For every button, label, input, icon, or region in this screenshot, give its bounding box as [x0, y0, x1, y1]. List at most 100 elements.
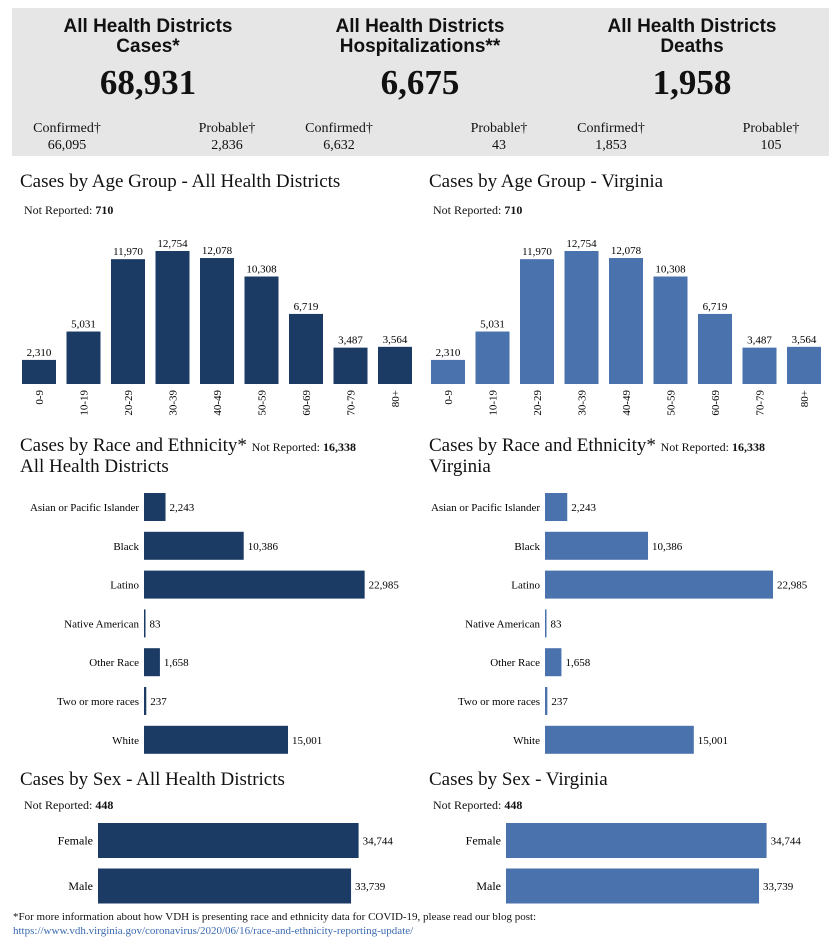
sex-bar-right-male[interactable] [506, 868, 760, 904]
race-bar-right-other-race[interactable] [545, 648, 562, 677]
race-value-label: 83 [150, 618, 162, 630]
age-tick-label: 80+ [390, 390, 402, 407]
age-bar-left-70-79[interactable] [333, 347, 368, 384]
age-value-label: 3,487 [338, 335, 363, 347]
age-bar-left-0-9[interactable] [22, 359, 56, 384]
deaths-title: All Health Districts Deaths [607, 16, 777, 57]
race-value-label: 22,985 [777, 580, 808, 592]
age-tick-label: 10-19 [79, 390, 91, 416]
age-bar-left-80+[interactable] [378, 346, 412, 384]
age-value-label: 12,078 [611, 245, 642, 257]
age-value-label: 12,078 [202, 245, 233, 257]
age-tick-label: 70-79 [755, 390, 767, 416]
race-bar-right-black[interactable] [545, 531, 649, 560]
race-value-label: 22,985 [369, 580, 400, 592]
sex-value-label: 34,744 [771, 836, 802, 848]
age-bar-right-60-69[interactable] [698, 313, 732, 384]
age-value-label: 2,310 [436, 347, 461, 359]
age-not-reported-right: Not Reported: 710 [433, 203, 523, 217]
sex-value-label: 33,739 [763, 881, 794, 893]
sex-chart-right: Female 34,744 Male 33,739 [466, 823, 802, 904]
age-title-right: Cases by Age Group - Virginia [429, 171, 664, 192]
race-bar-right-native-american[interactable] [545, 609, 547, 638]
hospitalizations-confirmed: Confirmed† 6,632 [305, 121, 373, 153]
sex-bar-left-male[interactable] [98, 868, 352, 904]
race-value-label: 1,658 [565, 657, 590, 669]
race-bar-right-two-or-more-races[interactable] [545, 687, 548, 715]
race-bar-left-white[interactable] [144, 725, 289, 754]
age-tick-label: 0-9 [443, 390, 455, 405]
sex-category-label: Female [466, 834, 501, 848]
age-bar-right-20-29[interactable] [520, 259, 554, 384]
age-bar-right-30-39[interactable] [564, 250, 599, 384]
race-category-label: Black [113, 541, 139, 553]
race-category-label: Latino [511, 580, 540, 592]
age-not-reported-left: Not Reported: 710 [24, 203, 114, 217]
age-bar-right-50-59[interactable] [653, 276, 688, 384]
age-bar-left-20-29[interactable] [111, 259, 145, 384]
age-bar-right-0-9[interactable] [431, 359, 465, 384]
cases-summary: All Health Districts Cases* 68,931 Confir… [12, 8, 284, 156]
age-bar-right-80+[interactable] [787, 346, 821, 384]
race-bar-right-asian-or-pacific-islander[interactable] [545, 493, 568, 521]
age-bar-left-40-49[interactable] [200, 258, 234, 384]
age-tick-label: 30-39 [168, 390, 180, 416]
age-bar-right-70-79[interactable] [742, 347, 777, 384]
age-tick-label: 50-59 [666, 390, 678, 416]
age-value-label: 5,031 [71, 319, 96, 331]
age-bar-left-50-59[interactable] [244, 276, 279, 384]
age-bar-right-10-19[interactable] [475, 331, 510, 384]
age-tick-label: 10-19 [488, 390, 500, 416]
age-bar-left-30-39[interactable] [155, 250, 190, 384]
age-tick-label: 80+ [799, 390, 811, 407]
age-tick-label: 20-29 [123, 390, 135, 416]
age-tick-label: 40-49 [212, 390, 224, 416]
age-tick-label: 70-79 [346, 390, 358, 416]
age-tick-label: 40-49 [621, 390, 633, 416]
age-value-label: 2,310 [27, 347, 52, 359]
footnote-link[interactable]: https://www.vdh.virginia.gov/coronavirus… [13, 925, 414, 937]
race-chart-left: Asian or Pacific Islander 2,243 Black 10,38… [30, 493, 400, 754]
race-value-label: 237 [551, 696, 568, 708]
sex-bar-right-female[interactable] [506, 823, 767, 858]
race-category-label: Native American [64, 618, 139, 630]
age-value-label: 10,308 [246, 264, 277, 276]
race-bar-left-latino[interactable] [144, 570, 365, 599]
hospitalizations-title: All Health Districts Hospitalizations** [335, 16, 505, 57]
age-bar-left-60-69[interactable] [289, 313, 323, 384]
hospitalizations-total: 6,675 [380, 63, 460, 102]
race-bar-left-other-race[interactable] [144, 648, 160, 677]
race-title-right: Cases by Race and Ethnicity* Not Reporte… [429, 435, 765, 456]
race-bar-left-two-or-more-races[interactable] [144, 687, 147, 715]
age-bar-left-10-19[interactable] [66, 331, 101, 384]
age-value-label: 3,564 [792, 334, 817, 346]
age-value-label: 3,487 [747, 335, 772, 347]
deaths-confirmed: Confirmed† 1,853 [577, 121, 645, 153]
age-value-label: 6,719 [703, 301, 728, 313]
race-bar-left-native-american[interactable] [144, 609, 146, 638]
race-value-label: 15,001 [292, 735, 322, 747]
deaths-summary: All Health Districts Deaths 1,958 Confirm… [556, 8, 828, 156]
race-chart-right: Asian or Pacific Islander 2,243 Black 10,38… [431, 493, 808, 754]
race-bar-right-latino[interactable] [545, 570, 774, 599]
race-value-label: 15,001 [698, 735, 728, 747]
sex-category-label: Male [476, 879, 501, 893]
sex-bar-left-female[interactable] [98, 823, 359, 858]
race-value-label: 10,386 [652, 541, 683, 553]
race-bar-left-black[interactable] [144, 531, 244, 560]
footnote: *For more information about how VDH is p… [13, 911, 537, 923]
race-title-left: Cases by Race and Ethnicity* Not Reporte… [20, 435, 356, 456]
cases-probable: Probable† 2,836 [198, 121, 256, 153]
race-value-label: 2,243 [571, 502, 596, 514]
race-bar-left-asian-or-pacific-islander[interactable] [144, 493, 166, 521]
race-bar-right-white[interactable] [545, 725, 694, 754]
race-category-label: Asian or Pacific Islander [431, 502, 540, 514]
age-tick-label: 30-39 [577, 390, 589, 416]
race-category-label: White [513, 735, 540, 747]
age-bar-right-40-49[interactable] [609, 258, 643, 384]
sex-not-reported-right: Not Reported: 448 [433, 798, 523, 812]
race-value-label: 2,243 [170, 502, 195, 514]
age-value-label: 10,308 [655, 264, 686, 276]
deaths-total: 1,958 [652, 63, 732, 102]
sex-not-reported-left: Not Reported: 448 [24, 798, 114, 812]
